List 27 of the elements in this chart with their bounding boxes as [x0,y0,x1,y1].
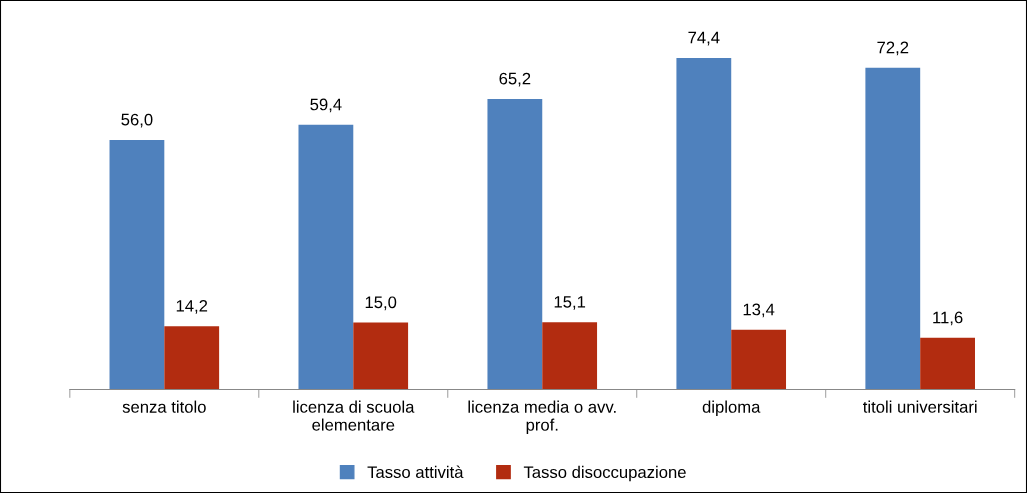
bar [865,67,921,390]
bar [676,57,732,390]
bar [109,139,165,390]
bar [920,337,975,390]
bar [164,326,220,390]
bar [731,329,787,390]
data-label: 65,2 [499,72,531,87]
bar [487,98,543,390]
x-tick-label: senza titolo [122,400,206,413]
data-label: 11,6 [933,311,963,326]
bar [542,322,598,390]
data-label: 74,4 [688,31,720,46]
data-label: 14,2 [176,299,208,314]
data-label: 59,4 [310,98,342,113]
x-tick-label: licenza media o avv. prof. [468,400,616,435]
x-tick-label: licenza di scuola elementare [293,400,415,431]
bar [298,124,354,390]
x-tick-label: titoli universitari [863,400,977,413]
x-tick-label: diploma [702,400,761,417]
data-label: 15,0 [365,296,397,311]
data-label: 56,0 [121,113,153,128]
data-label: 72,2 [877,41,909,56]
legend-label: Tasso attività [367,465,464,479]
data-label: 15,1 [554,296,586,310]
bar [353,322,409,390]
legend-label: Tasso disoccupazione [523,465,686,482]
data-label: 13,4 [743,303,775,318]
